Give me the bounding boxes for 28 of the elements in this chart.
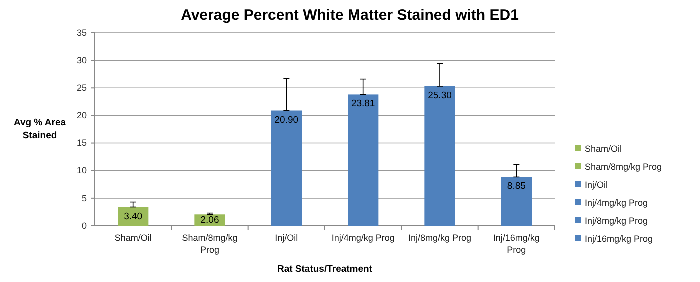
data-label: 8.85	[507, 181, 526, 192]
data-label: 25.30	[428, 90, 452, 102]
y-tick-label: 25	[76, 83, 87, 94]
data-label: 20.90	[274, 114, 299, 126]
y-tick-label: 5	[82, 193, 87, 204]
data-label: 3.40	[124, 211, 143, 222]
x-tick-label: Inj/Oil	[275, 233, 298, 243]
x-tick-label: Sham/Oil	[114, 233, 152, 243]
y-tick-label: 10	[76, 166, 87, 176]
y-tick-label: 20	[76, 110, 87, 121]
legend-label: Inj/8mg/kg Prog	[585, 216, 648, 226]
y-tick-label: 15	[76, 138, 87, 148]
legend-label: Sham/Oil	[585, 144, 622, 154]
legend-label: Sham/8mg/kg Prog	[585, 162, 662, 172]
chart-title: Average Percent White Matter Stained with ED1	[181, 7, 519, 24]
x-tick-label: Inj/16mg/kg Prog	[493, 233, 540, 255]
x-tick-label: Inj/4mg/kg Prog	[332, 233, 395, 243]
x-tick-label: Sham/8mg/kg Prog	[182, 233, 238, 255]
x-tick-label: Inj/8mg/kg Prog	[408, 233, 472, 243]
data-label: 23.81	[351, 98, 376, 110]
data-label: 2.06	[200, 215, 220, 226]
y-tick-label: 30	[76, 55, 87, 66]
y-tick-label: 35	[76, 28, 87, 38]
legend-label: Inj/Oil	[585, 180, 608, 190]
legend-label: Inj/4mg/kg Prog	[585, 198, 648, 208]
y-tick-label: 0	[82, 220, 87, 231]
x-axis-title: Rat Status/Treatment	[277, 264, 374, 275]
y-axis-title: Avg % Area Stained	[14, 118, 67, 142]
